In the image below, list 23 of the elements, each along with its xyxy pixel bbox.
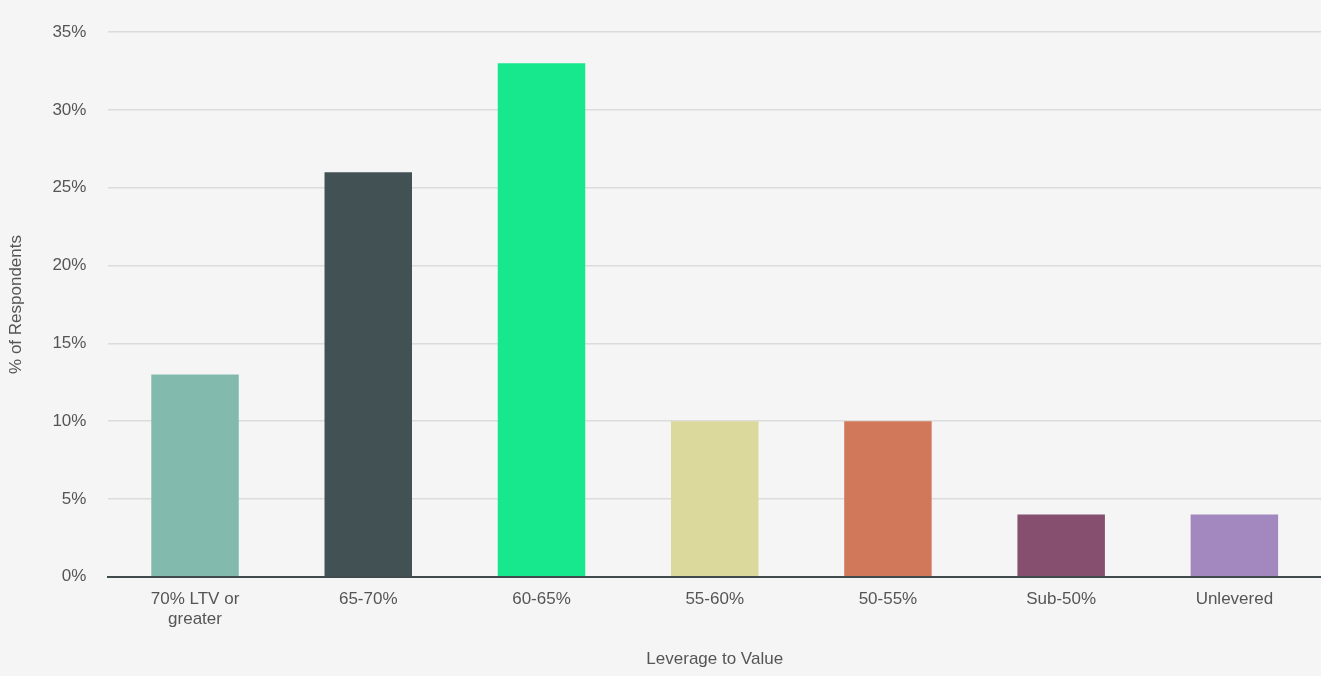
y-tick-label: 30% xyxy=(52,99,87,119)
x-tick-label: Unlevered xyxy=(1195,588,1274,608)
x-tick-label: 65-70% xyxy=(338,588,398,608)
x-axis-title: Leverage to Value xyxy=(646,649,784,669)
x-tick-label: 70% LTV or greater xyxy=(150,588,240,629)
bar xyxy=(1190,514,1279,577)
x-tick-label: 55-60% xyxy=(685,588,745,608)
y-tick-label: 35% xyxy=(52,21,87,41)
x-tick-label: 60-65% xyxy=(512,588,571,608)
bar xyxy=(844,421,932,577)
y-axis-title: % of Respondents xyxy=(5,235,25,374)
x-tick-label: 50-55% xyxy=(858,588,918,608)
bar xyxy=(1017,514,1105,577)
y-tick-label: 15% xyxy=(52,333,87,353)
y-tick-label: 10% xyxy=(52,410,87,430)
bar xyxy=(670,421,759,577)
y-tick-label: 20% xyxy=(52,255,87,275)
bar xyxy=(497,63,586,577)
bar xyxy=(151,374,239,577)
x-tick-label: Sub-50% xyxy=(1026,588,1097,608)
y-tick-label: 25% xyxy=(52,177,87,197)
y-tick-label: 0% xyxy=(61,566,87,586)
y-tick-label: 5% xyxy=(61,488,87,508)
